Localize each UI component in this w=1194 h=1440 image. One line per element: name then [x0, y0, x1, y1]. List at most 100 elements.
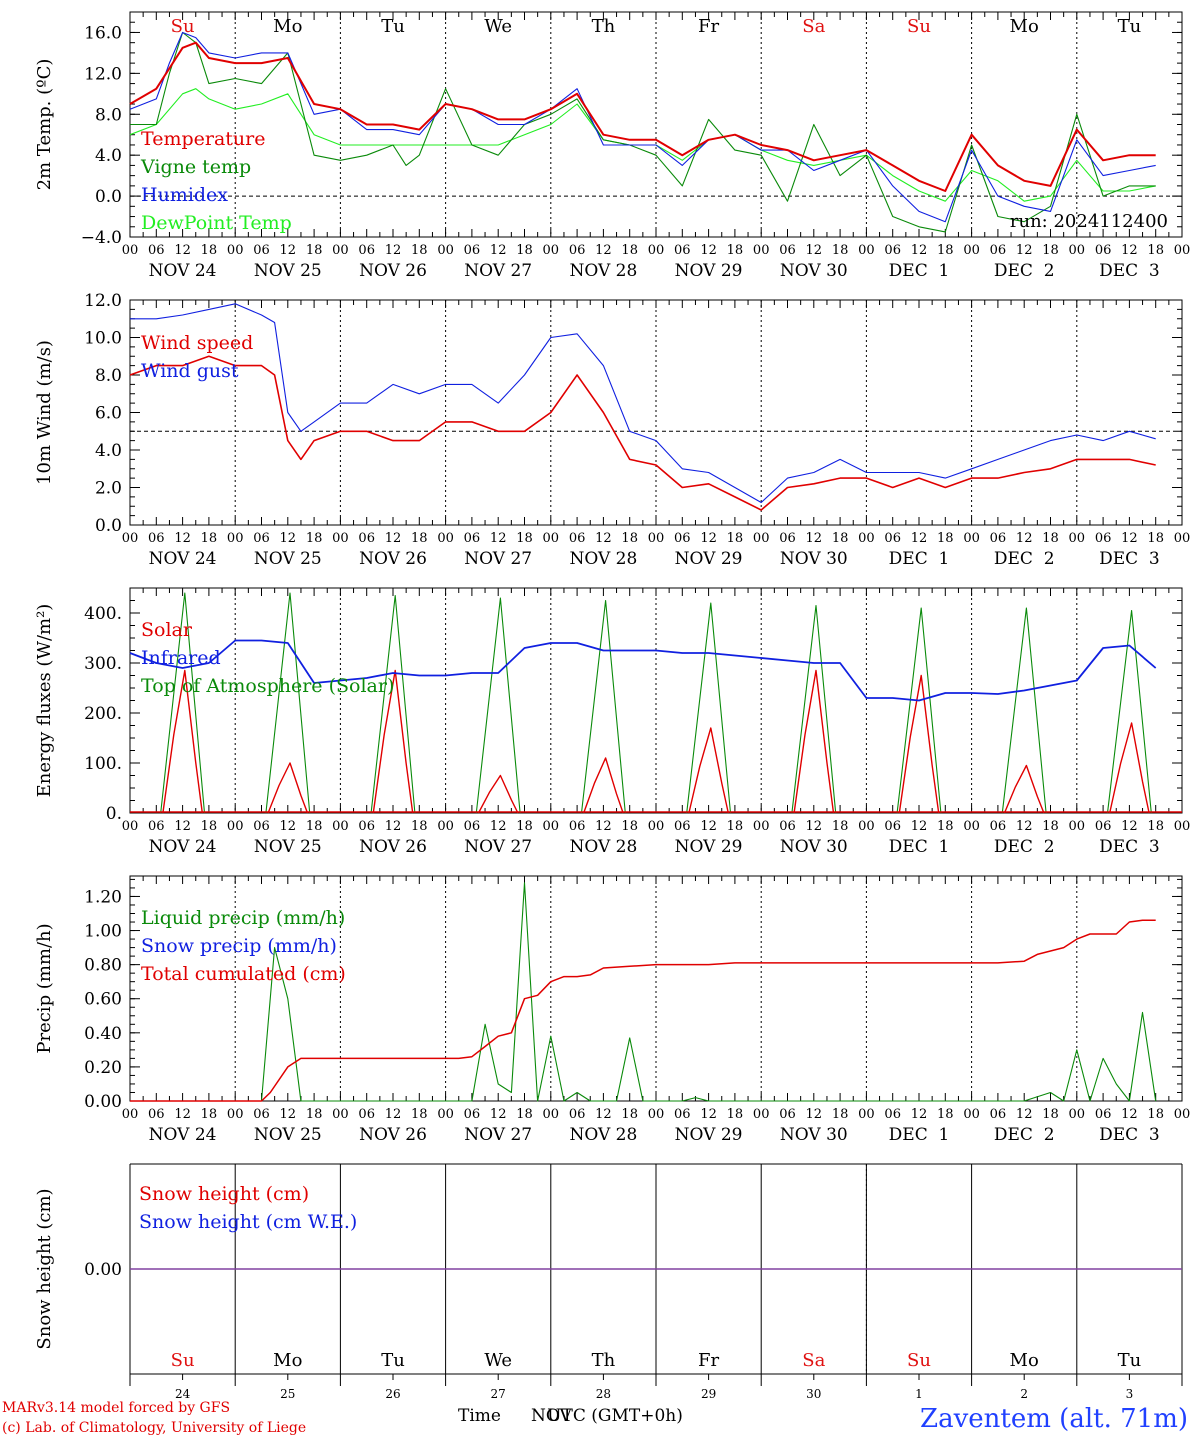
y-tick-label: 6.0 — [95, 404, 122, 424]
weekday-label: Th — [592, 1350, 616, 1371]
date-label: NOV 27 — [464, 1125, 532, 1145]
hour-tick-label: 06 — [674, 243, 691, 258]
hour-tick-label: 00 — [332, 243, 349, 258]
hour-tick-label: 00 — [227, 1107, 244, 1122]
station-name: Zaventem (alt. 71m) — [920, 1404, 1188, 1434]
hour-tick-label: 06 — [569, 1107, 586, 1122]
day-number-label: 26 — [385, 1387, 400, 1401]
hour-tick-label: 06 — [884, 1107, 901, 1122]
y-tick-label: 0.0 — [95, 187, 122, 207]
hour-tick-label: 06 — [1095, 1107, 1112, 1122]
hour-tick-label: 12 — [1016, 1107, 1033, 1122]
hour-tick-label: 18 — [306, 819, 323, 834]
hour-tick-label: 06 — [990, 819, 1007, 834]
toa-solar-day-9 — [1001, 607, 1047, 814]
hour-tick-label: 12 — [1016, 243, 1033, 258]
hour-tick-label: 12 — [1016, 819, 1033, 834]
hour-tick-label: 18 — [727, 1107, 744, 1122]
hour-tick-label: 18 — [1147, 819, 1164, 834]
hour-tick-label: 06 — [148, 1107, 165, 1122]
hour-tick-label: 12 — [595, 531, 612, 546]
hour-tick-label: 00 — [437, 243, 454, 258]
solar-day-5 — [583, 757, 624, 814]
hour-tick-label: 00 — [1069, 1107, 1086, 1122]
hour-tick-label: 06 — [1095, 243, 1112, 258]
hour-tick-label: 00 — [227, 243, 244, 258]
hour-tick-label: 06 — [990, 1107, 1007, 1122]
hour-tick-label: 12 — [385, 243, 402, 258]
hour-tick-label: 12 — [595, 1107, 612, 1122]
y-tick-label: 12.0 — [84, 291, 122, 311]
series-vigne-temp — [130, 31, 1156, 233]
hour-tick-label: 18 — [727, 243, 744, 258]
legend-entry: Vigne temp — [140, 156, 251, 178]
hour-tick-label: 00 — [1174, 531, 1191, 546]
hour-tick-label: 12 — [490, 243, 507, 258]
day-number-label: 27 — [491, 1387, 506, 1401]
legend-entry: Temperature — [141, 128, 265, 150]
hour-tick-label: 00 — [332, 531, 349, 546]
hour-tick-label: 18 — [201, 243, 218, 258]
hour-tick-label: 06 — [148, 243, 165, 258]
y-tick-label: 1.00 — [84, 922, 122, 942]
day-number-label: 3 — [1126, 1387, 1134, 1401]
legend-entry: Snow height (cm W.E.) — [139, 1211, 357, 1233]
toa-solar-day-4 — [475, 597, 521, 814]
hour-tick-label: 12 — [490, 819, 507, 834]
y-tick-label: 16.0 — [84, 23, 122, 43]
hour-tick-label: 12 — [280, 531, 297, 546]
y-tick-label: 10.0 — [84, 329, 122, 349]
hour-tick-label: 18 — [1147, 1107, 1164, 1122]
weekday-label: Su — [907, 1350, 931, 1371]
hour-tick-label: 18 — [411, 1107, 428, 1122]
x-axis-title-utc: UTC (GMT+0h) — [541, 1406, 683, 1426]
hour-tick-label: 00 — [543, 1107, 560, 1122]
date-label: DEC 1 — [889, 1125, 950, 1145]
hour-tick-label: 18 — [411, 819, 428, 834]
hour-tick-label: 00 — [122, 1107, 139, 1122]
hour-tick-label: 06 — [779, 819, 796, 834]
solar-day-7 — [793, 669, 835, 814]
hour-tick-label: 00 — [227, 819, 244, 834]
y-tick-label: 8.0 — [95, 366, 122, 386]
y-tick-label: 100. — [84, 754, 122, 774]
weekday-label: Su — [171, 16, 195, 37]
hour-tick-label: 12 — [806, 531, 823, 546]
hour-tick-label: 18 — [621, 1107, 638, 1122]
hour-tick-label: 06 — [990, 243, 1007, 258]
date-label: DEC 3 — [1099, 261, 1160, 281]
panel-3: 00 06 12 18 NOV 24 00 06 12 18 NOV 25 00 06 12 18 NOV … — [34, 587, 1190, 857]
hour-tick-label: 12 — [806, 819, 823, 834]
hour-tick-label: 00 — [1069, 243, 1086, 258]
toa-solar-day-5 — [580, 599, 626, 814]
hour-tick-label: 18 — [1042, 243, 1059, 258]
weekday-label: Tu — [381, 1350, 405, 1371]
hour-tick-label: 06 — [148, 819, 165, 834]
legend-entry: Top of Atmosphere (Solar) — [141, 675, 394, 697]
y-tick-label: 0.20 — [84, 1058, 122, 1078]
hour-tick-label: 12 — [174, 243, 191, 258]
hour-tick-label: 00 — [122, 819, 139, 834]
hour-tick-label: 12 — [806, 1107, 823, 1122]
hour-tick-label: 00 — [753, 819, 770, 834]
hour-tick-label: 18 — [1042, 819, 1059, 834]
hour-tick-label: 12 — [911, 531, 928, 546]
hour-tick-label: 00 — [858, 1107, 875, 1122]
hour-tick-label: 06 — [569, 243, 586, 258]
toa-solar-day-10 — [1106, 609, 1152, 814]
date-label: NOV 24 — [149, 261, 217, 281]
date-label: NOV 30 — [780, 1125, 848, 1145]
day-number-label: 25 — [280, 1387, 295, 1401]
y-tick-label: 300. — [84, 654, 122, 674]
date-label: NOV 26 — [359, 549, 427, 569]
date-label: NOV 28 — [569, 261, 637, 281]
hour-tick-label: 18 — [937, 819, 954, 834]
hour-tick-label: 06 — [779, 1107, 796, 1122]
hour-tick-label: 18 — [1147, 531, 1164, 546]
date-label: NOV 27 — [464, 261, 532, 281]
hour-tick-label: 12 — [174, 1107, 191, 1122]
hour-tick-label: 18 — [411, 531, 428, 546]
solar-day-10 — [1109, 722, 1150, 814]
hour-tick-label: 18 — [727, 819, 744, 834]
hour-tick-label: 06 — [1095, 531, 1112, 546]
